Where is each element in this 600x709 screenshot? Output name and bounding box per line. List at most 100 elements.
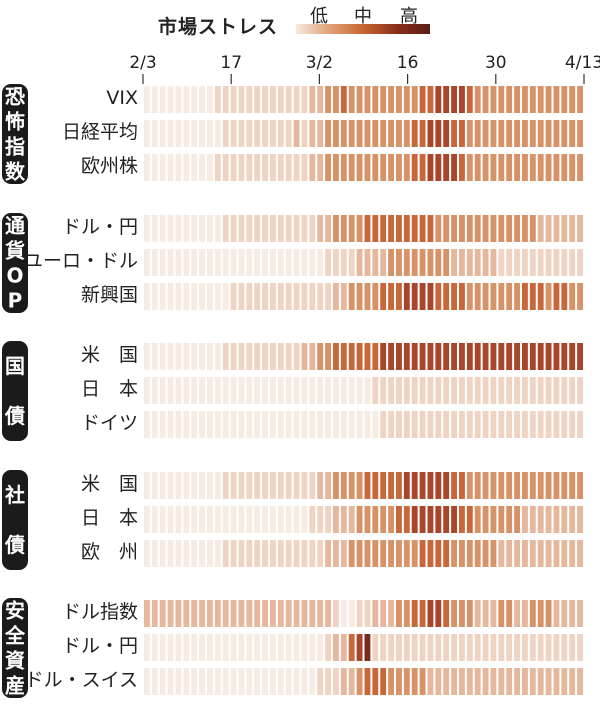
heatmap-cell bbox=[561, 120, 568, 147]
heatmap-cell bbox=[545, 411, 552, 438]
group-tab-label: 指 bbox=[5, 135, 25, 159]
heatmap-cell bbox=[175, 343, 182, 370]
heatmap-cell bbox=[529, 154, 536, 181]
heatmap-cell bbox=[222, 411, 229, 438]
heatmap-cell bbox=[167, 411, 174, 438]
heatmap-cell bbox=[569, 86, 576, 113]
heatmap-cell bbox=[403, 472, 410, 499]
heatmap-cell bbox=[238, 86, 245, 113]
heatmap-cell bbox=[214, 600, 221, 627]
heatmap-cell bbox=[285, 472, 292, 499]
heatmap-cell bbox=[474, 600, 481, 627]
heatmap-cell bbox=[490, 668, 497, 695]
heatmap-cell bbox=[214, 86, 221, 113]
heatmap-cell bbox=[301, 411, 308, 438]
heatmap-cell bbox=[537, 634, 544, 661]
heatmap-cell bbox=[537, 600, 544, 627]
group-tab-label: 債 bbox=[4, 404, 25, 428]
heatmap-cell bbox=[151, 668, 158, 695]
heatmap-cell bbox=[356, 540, 363, 567]
row-label: 欧州株 bbox=[81, 155, 138, 177]
heatmap-cell bbox=[466, 411, 473, 438]
heatmap-cell bbox=[340, 668, 347, 695]
heatmap-cell bbox=[191, 634, 198, 661]
heatmap-cell bbox=[309, 600, 316, 627]
heatmap-cell bbox=[482, 472, 489, 499]
heatmap-cell bbox=[577, 600, 584, 627]
heatmap-cell bbox=[277, 343, 284, 370]
heatmap-cell bbox=[529, 343, 536, 370]
heatmap-cell bbox=[403, 540, 410, 567]
heatmap-cell bbox=[207, 634, 213, 661]
heatmap-cell bbox=[474, 506, 481, 533]
heatmap-cell bbox=[333, 283, 339, 310]
heatmap-cell bbox=[301, 249, 308, 276]
heatmap-cell bbox=[451, 283, 458, 310]
heatmap-cell bbox=[490, 249, 497, 276]
heatmap-cell bbox=[277, 411, 284, 438]
heatmap-cell bbox=[144, 600, 150, 627]
heatmap-cell bbox=[388, 154, 395, 181]
heatmap-cell bbox=[175, 411, 182, 438]
heatmap-cell bbox=[443, 634, 450, 661]
heatmap-cell bbox=[214, 249, 221, 276]
heatmap-cell bbox=[317, 668, 324, 695]
row-label: 欧 州 bbox=[81, 541, 138, 563]
x-tick-label: 4/13 bbox=[565, 53, 600, 73]
heatmap-cell bbox=[506, 154, 513, 181]
heatmap-cell bbox=[419, 668, 426, 695]
heatmap-cell bbox=[561, 668, 568, 695]
heatmap-cell bbox=[285, 506, 292, 533]
heatmap-cell bbox=[451, 600, 458, 627]
heatmap-cell bbox=[443, 343, 450, 370]
heatmap-cell bbox=[435, 540, 442, 567]
group-tab-label: 全 bbox=[4, 624, 26, 648]
heatmap-cell bbox=[301, 154, 308, 181]
heatmap-cell bbox=[553, 249, 560, 276]
heatmap-cell bbox=[254, 377, 261, 404]
heatmap-cell bbox=[246, 343, 253, 370]
heatmap-cell bbox=[529, 377, 536, 404]
heatmap-cell bbox=[214, 634, 221, 661]
heatmap-cell bbox=[537, 506, 544, 533]
heatmap-cell bbox=[207, 472, 213, 499]
heatmap-cell bbox=[246, 120, 253, 147]
heatmap-cell bbox=[333, 600, 339, 627]
heatmap-cell bbox=[356, 472, 363, 499]
heatmap-cell bbox=[403, 600, 410, 627]
heatmap-cell bbox=[514, 120, 521, 147]
heatmap-cell bbox=[411, 343, 418, 370]
heatmap-cell bbox=[270, 506, 276, 533]
heatmap-cell bbox=[270, 634, 276, 661]
heatmap-cell bbox=[277, 540, 284, 567]
heatmap-cell bbox=[466, 668, 473, 695]
heatmap-cell bbox=[340, 472, 347, 499]
heatmap-cell bbox=[569, 249, 576, 276]
heatmap-cell bbox=[537, 215, 544, 242]
heatmap-cell bbox=[403, 249, 410, 276]
heatmap-cell bbox=[537, 540, 544, 567]
heatmap-cell bbox=[238, 472, 245, 499]
heatmap-cell bbox=[482, 377, 489, 404]
heatmap-cell bbox=[451, 472, 458, 499]
heatmap-cell bbox=[364, 249, 371, 276]
heatmap-cell bbox=[403, 343, 410, 370]
heatmap-cell bbox=[388, 343, 395, 370]
heatmap-cell bbox=[545, 472, 552, 499]
heatmap-cell bbox=[270, 377, 276, 404]
heatmap-cell bbox=[411, 411, 418, 438]
heatmap-cell bbox=[443, 600, 450, 627]
heatmap-cell bbox=[427, 283, 434, 310]
heatmap-cell bbox=[427, 120, 434, 147]
heatmap-cell bbox=[270, 120, 276, 147]
heatmap-cell bbox=[333, 343, 339, 370]
heatmap-cell bbox=[262, 215, 269, 242]
heatmap-cell bbox=[569, 283, 576, 310]
legend-low-label: 低 bbox=[310, 6, 328, 27]
heatmap-cell bbox=[183, 540, 190, 567]
heatmap-cell bbox=[529, 540, 536, 567]
heatmap-cell bbox=[435, 411, 442, 438]
heatmap-cell bbox=[364, 540, 371, 567]
heatmap-cell bbox=[537, 411, 544, 438]
heatmap-cell bbox=[207, 215, 213, 242]
